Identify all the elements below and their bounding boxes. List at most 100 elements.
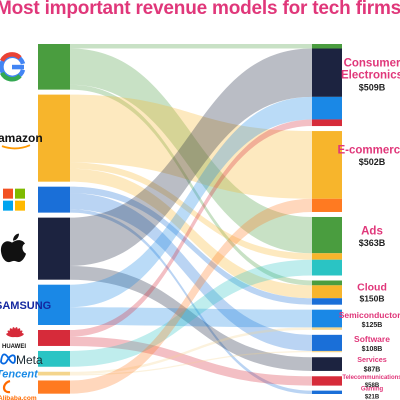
category-node-telecommunications: [312, 376, 342, 386]
category-label-services: Services: [357, 355, 387, 364]
samsung-wordmark: SAMSUNG: [0, 300, 51, 312]
category-label-line: Ads: [361, 225, 383, 237]
source-node-amazon: [38, 94, 70, 182]
alibaba-wordmark: Alibaba.com: [0, 395, 37, 400]
google-g-bar: [12, 64, 24, 70]
amazon-logo: amazon: [0, 131, 43, 150]
flow-tencent-to-software: [70, 350, 312, 376]
samsung-logo: SAMSUNG: [0, 300, 51, 312]
source-node-samsung: [38, 284, 70, 325]
category-value-services: $87B: [364, 366, 381, 373]
flow-google-to-consumer-electronics: [70, 44, 312, 49]
flow-amazon-to-cloud: [70, 168, 312, 299]
flow-samsung-to-semiconductors: [70, 307, 312, 328]
meta-infinity: [0, 353, 16, 365]
microsoft-square: [15, 188, 25, 199]
category-segment: [312, 350, 342, 353]
huawei-wordmark: HUAWEI: [2, 344, 26, 350]
meta-wordmark: Meta: [16, 353, 43, 367]
source-node-tencent: [38, 371, 70, 376]
flow-apple-to-services: [70, 265, 312, 371]
source-node-apple: [38, 217, 70, 280]
microsoft-square: [15, 200, 25, 211]
category-label-software: Software: [354, 334, 390, 344]
huawei-logo: HUAWEI: [2, 327, 26, 350]
category-label-cloud: Cloud: [357, 282, 387, 294]
category-label-line: E-commerce: [337, 144, 400, 156]
tencent-wordmark: Tencent: [0, 369, 39, 381]
category-label-telecommunications: Telecommunications: [342, 375, 400, 381]
alibaba-swoosh: [2, 380, 11, 394]
apple-leaf: [13, 233, 19, 241]
flow-microsoft-to-cloud: [70, 186, 312, 305]
microsoft-square: [3, 200, 13, 211]
category-segment: [312, 216, 342, 254]
amazon-wordmark: amazon: [0, 131, 43, 145]
category-node-e-commerce: [312, 131, 342, 212]
flow-google-to-cloud: [70, 84, 312, 286]
category-node-gaming: [312, 390, 342, 394]
flow-alibaba-to-e-commerce: [70, 198, 312, 394]
amazon-smile: [1, 144, 31, 150]
category-label-line: Services: [357, 355, 387, 364]
category-segment: [312, 357, 342, 371]
category-segment: [312, 48, 342, 97]
category-value-consumer-electronics: $509B: [359, 82, 386, 92]
category-label-line: Telecommunications: [342, 375, 400, 381]
microsoft-square: [3, 188, 13, 199]
google-g-arc: [0, 52, 22, 62]
category-segment: [312, 376, 342, 386]
category-segment: [312, 96, 342, 120]
category-value-ads: $363B: [359, 238, 386, 248]
category-segment: [312, 44, 342, 49]
category-label-line: Gaming: [361, 387, 384, 393]
category-segment: [312, 309, 342, 328]
category-segment: [312, 390, 342, 394]
category-segment: [312, 253, 342, 260]
category-segment: [312, 285, 342, 299]
category-label-e-commerce: E-commerce: [337, 144, 400, 156]
category-node-consumer-electronics: [312, 44, 342, 127]
flow-amazon-to-ads: [70, 162, 312, 260]
flow-samsung-to-consumer-electronics: [70, 96, 312, 308]
source-node-google: [38, 44, 70, 90]
category-segment: [312, 119, 342, 127]
tencent-logo: Tencent: [0, 369, 39, 381]
category-segment: [312, 298, 342, 305]
category-label-consumer-electronics: Consumer Electronics: [341, 58, 400, 82]
category-node-ads: [312, 216, 342, 276]
apple-logo: [0, 233, 26, 263]
category-node-cloud: [312, 280, 342, 305]
google-logo: [0, 52, 26, 82]
category-label-line: Software: [354, 334, 390, 344]
apple-body: [0, 240, 26, 263]
chart-title: Most important revenue models for tech f…: [0, 0, 400, 19]
huawei-petal: [14, 332, 24, 338]
microsoft-logo: [3, 188, 25, 211]
flow-google-to-ads: [70, 48, 312, 254]
flow-microsoft-to-gaming: [70, 209, 312, 394]
category-segment: [312, 280, 342, 286]
category-segment: [312, 327, 342, 330]
category-value-semiconductors: $125B: [362, 322, 383, 329]
category-value-telecommunications: $58B: [365, 383, 380, 389]
category-value-e-commerce: $502B: [359, 157, 386, 167]
flow-huawei-to-telecommunications: [70, 336, 312, 386]
category-value-cloud: $150B: [359, 294, 384, 304]
flow-microsoft-to-software: [70, 193, 312, 351]
category-label-line: Consumer: [344, 58, 400, 70]
source-node-microsoft: [38, 186, 70, 213]
category-segment: [312, 259, 342, 276]
flow-tencent-to-semiconductors: [70, 327, 312, 375]
alibaba-logo: Alibaba.com: [0, 380, 37, 400]
google-g-arc: [0, 71, 22, 82]
category-label-ads: Ads: [361, 225, 383, 237]
flow-huawei-to-consumer-electronics: [70, 119, 312, 337]
source-node-alibaba: [38, 380, 70, 394]
source-node-huawei: [38, 329, 70, 346]
meta-logo: Meta: [0, 353, 43, 367]
category-node-services: [312, 357, 342, 371]
source-node-meta: [38, 350, 70, 367]
category-segment: [312, 334, 342, 351]
